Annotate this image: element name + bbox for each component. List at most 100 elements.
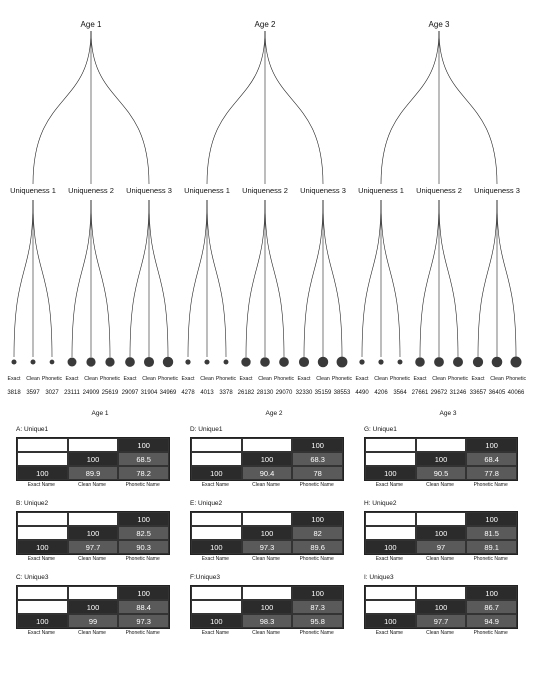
matrix-cell-empty (191, 526, 242, 540)
tree-group-label: Uniqueness 1 (10, 186, 56, 195)
tree-leaf-node (453, 357, 463, 367)
tree-edge (380, 30, 440, 185)
matrix-cell: 100 (415, 600, 467, 614)
tree-leaf-value: 4490 (355, 390, 369, 396)
tree-edge (264, 30, 324, 185)
col-label-phonetic: Phonetic Name (473, 482, 508, 488)
tree-edge (264, 199, 285, 358)
matrix-cell-empty (191, 586, 242, 600)
matrix-cell-empty (17, 452, 68, 466)
matrix-cell: 100 (67, 526, 119, 540)
tree-leaf-node (30, 359, 36, 365)
matrix-cell-empty (67, 512, 119, 526)
matrix-cell-empty (17, 600, 68, 614)
tree-leaf-node (298, 356, 310, 368)
tree-leaf-node (491, 356, 503, 368)
tree-leaf-label: Phonetic (158, 376, 179, 382)
matrix-cell: 100 (365, 466, 416, 480)
similarity-matrix: 100 100 68.4 100 90.5 77.8 (364, 437, 518, 481)
tree-leaf-node (279, 357, 289, 367)
tree-edge (477, 199, 498, 358)
matrix-cell-empty (17, 586, 68, 600)
similarity-matrix: 100 100 88.4 100 99 97.3 (16, 585, 170, 629)
matrix-cell: 95.8 (292, 614, 343, 628)
matrix-cell-empty (365, 526, 416, 540)
tree-leaf-value: 28130 (257, 390, 274, 396)
matrix-cell: 77.8 (466, 466, 517, 480)
tree-leaf-node (434, 357, 444, 367)
matrix-cell: 100 (17, 466, 68, 480)
matrix-cell: 99 (67, 614, 119, 628)
matrix-title: I: Unique3 (364, 574, 394, 581)
col-label-clean: Clean Name (252, 556, 280, 562)
tree-leaf-label: Phonetic (216, 376, 237, 382)
matrix-column-labels: Exact Name Clean Name Phonetic Name (16, 555, 168, 564)
matrix-cell-empty (415, 586, 467, 600)
similarity-matrix: 100 100 82.5 100 97.7 90.3 (16, 511, 170, 555)
tree-leaf-value: 3027 (45, 390, 59, 396)
matrix-cell-empty (67, 438, 119, 452)
tree-edge (419, 199, 440, 358)
tree-leaf-label: Exact (472, 376, 486, 382)
tree-leaf-value: 33657 (470, 390, 487, 396)
matrix-cell: 90.3 (118, 540, 169, 554)
col-label-exact: Exact Name (201, 482, 229, 488)
matrix-cell: 100 (118, 438, 169, 452)
tree-leaf-label: Exact (8, 376, 22, 382)
tree-leaf-value: 29097 (122, 390, 139, 396)
matrix-column-labels: Exact Name Clean Name Phonetic Name (190, 629, 342, 638)
matrix-cell: 87.3 (292, 600, 343, 614)
tree-group-label: Uniqueness 2 (416, 186, 462, 195)
tree-edge (206, 199, 227, 358)
tree-leaf-label: Clean (258, 376, 272, 382)
matrix-column-labels: Exact Name Clean Name Phonetic Name (16, 481, 168, 490)
matrix-cell: 100 (466, 438, 517, 452)
matrix-cell-empty (191, 452, 242, 466)
tree-edge (129, 199, 150, 358)
matrix-cell-empty (241, 586, 293, 600)
matrix-cell: 100 (118, 586, 169, 600)
tree-leaf-value: 23111 (64, 390, 80, 396)
tree-leaf-value: 26182 (238, 390, 255, 396)
matrix-cell-empty (17, 526, 68, 540)
tree-leaf-node (86, 357, 96, 367)
matrix-cell: 100 (415, 452, 467, 466)
matrix-title: E: Unique2 (190, 500, 223, 507)
matrix-title: C: Unique3 (16, 574, 49, 581)
matrix-cell-empty (191, 438, 242, 452)
matrix-cell: 68.4 (466, 452, 517, 466)
tree-edge (90, 199, 111, 358)
tree-leaf-value: 35159 (315, 390, 332, 396)
tree-leaf-label: Clean (490, 376, 504, 382)
matrix-cell-empty (365, 512, 416, 526)
matrix-column-age2: Age 2 D: Unique1 100 100 68.3 100 90.4 7… (188, 409, 360, 647)
matrix-cell: 89.6 (292, 540, 343, 554)
tree-leaf-node (241, 357, 251, 367)
tree-leaf-node (143, 356, 155, 368)
matrix-cell-empty (17, 512, 68, 526)
matrix-cell: 97.3 (118, 614, 169, 628)
tree-group-label: Uniqueness 2 (68, 186, 114, 195)
matrix-cell-empty (365, 438, 416, 452)
col-label-phonetic: Phonetic Name (473, 630, 508, 636)
matrix-cell: 100 (292, 586, 343, 600)
tree-edge (148, 199, 169, 358)
tree-root-label: Age 1 (81, 20, 102, 29)
tree-leaf-label: Clean (316, 376, 330, 382)
tree-leaf-value: 3378 (219, 390, 233, 396)
matrix-cell: 94.9 (466, 614, 517, 628)
tree-group-label: Uniqueness 3 (300, 186, 346, 195)
matrix-cell: 100 (241, 452, 293, 466)
tree-leaf-label: Exact (124, 376, 138, 382)
matrix-cell-empty (241, 512, 293, 526)
tree-edge (438, 30, 498, 185)
matrix-cell: 81.5 (466, 526, 517, 540)
tree-leaf-value: 34969 (160, 390, 177, 396)
similarity-matrix: 100 100 86.7 100 97.7 94.9 (364, 585, 518, 629)
tree-leaf-node (223, 359, 229, 365)
matrix-cell: 100 (466, 512, 517, 526)
matrix-cell: 100 (292, 512, 343, 526)
col-label-exact: Exact Name (201, 630, 229, 636)
col-label-clean: Clean Name (426, 630, 454, 636)
matrix-cell: 90.5 (415, 466, 467, 480)
